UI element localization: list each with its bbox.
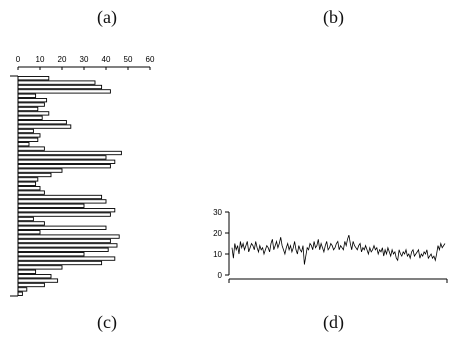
panel-d-chart: 0 10 20 30 <box>213 208 448 283</box>
profile-bar <box>17 142 30 147</box>
profile-bar <box>17 128 34 134</box>
x-tick-label: 40 <box>102 55 111 64</box>
profile-bar <box>17 243 118 248</box>
profile-bar <box>17 269 37 274</box>
profile-bar <box>17 124 72 129</box>
panel-label-c: (c) <box>97 312 117 332</box>
profile-bar <box>17 234 120 239</box>
panel-label-a: (a) <box>97 7 117 27</box>
profile-bar <box>17 164 111 169</box>
profile-bar <box>17 212 111 217</box>
y-tick-label: 10 <box>213 250 222 259</box>
profile-bar <box>17 111 50 116</box>
y-tick-label: 20 <box>213 229 222 238</box>
x-tick-label: 20 <box>58 55 67 64</box>
profile-bar <box>17 115 43 120</box>
profile-bar <box>17 282 45 288</box>
x-tick-label: 0 <box>16 55 21 64</box>
x-tick-label: 10 <box>36 55 45 64</box>
profile-bar <box>17 260 103 266</box>
profile-bar <box>17 208 116 213</box>
profile-bar <box>17 203 85 208</box>
profile-bar <box>17 177 39 182</box>
profile-bar <box>17 278 59 283</box>
profile-bar <box>17 155 107 160</box>
profile-bar <box>17 291 23 296</box>
profile-bar <box>17 102 45 107</box>
profile-bar <box>17 98 48 103</box>
profile-bar <box>17 89 111 94</box>
profile-bar <box>17 150 122 156</box>
profile-bar <box>17 230 41 235</box>
y-tick-label: 0 <box>218 271 223 280</box>
profile-bar <box>17 93 37 98</box>
profile-bar <box>17 199 107 204</box>
profile-bar <box>17 84 103 90</box>
profile-bar <box>17 247 109 252</box>
x-tick-label: 30 <box>80 55 89 64</box>
profile-bar <box>17 133 41 138</box>
profile-bar <box>17 120 67 125</box>
panel-c-chart: 0 10 20 30 40 50 60 <box>10 55 155 297</box>
profile-bar <box>17 159 116 164</box>
profile-bar <box>17 252 85 257</box>
profile-bar <box>17 137 39 142</box>
profile-bar <box>17 194 103 200</box>
profile-bar <box>17 216 34 222</box>
profile-bar <box>17 172 52 178</box>
y-tick-label: 30 <box>213 208 222 217</box>
profile-bar <box>17 80 96 85</box>
profile-bar <box>17 274 52 279</box>
profile-bar <box>17 181 37 186</box>
profile-bar <box>17 256 116 261</box>
panel-label-b: (b) <box>323 7 344 27</box>
profile-bar <box>17 168 63 173</box>
profile-bar <box>17 221 45 226</box>
profile-bar <box>17 186 41 191</box>
profile-bar <box>17 190 45 195</box>
x-tick-label: 50 <box>124 55 133 64</box>
profile-bar <box>17 146 45 151</box>
profile-bar <box>17 265 63 270</box>
series-line <box>231 234 446 265</box>
panel-label-d: (d) <box>323 312 344 332</box>
profile-bar <box>17 76 50 81</box>
profile-bar <box>17 287 28 292</box>
profile-bar <box>17 225 107 230</box>
profile-bar <box>17 238 111 244</box>
x-tick-label: 60 <box>146 55 155 64</box>
profile-bar <box>17 106 39 112</box>
